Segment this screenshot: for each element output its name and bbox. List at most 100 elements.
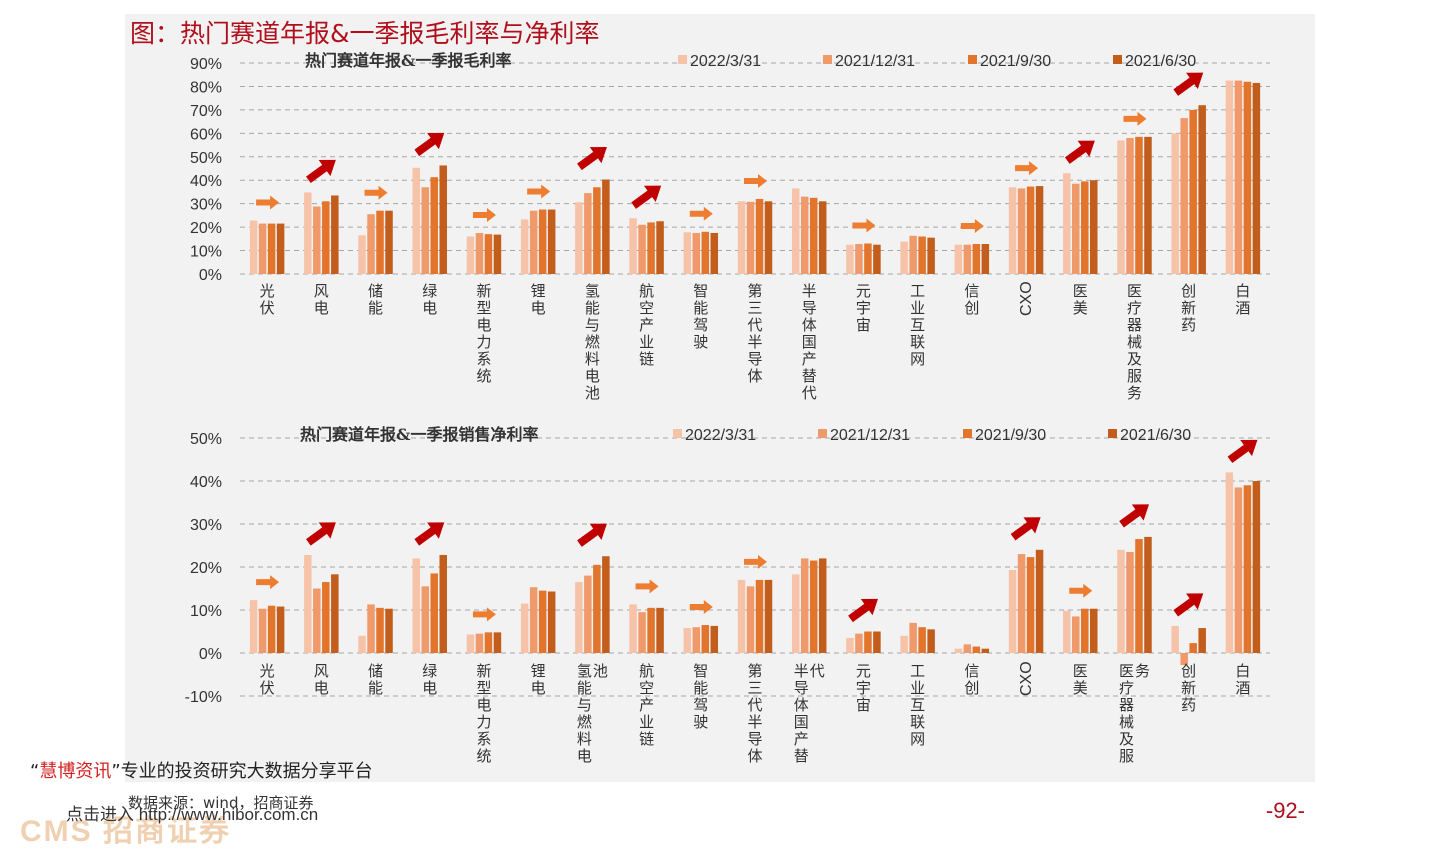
legend-swatch	[963, 429, 972, 438]
x-tick-label: 锂电	[531, 662, 546, 697]
bar	[638, 612, 646, 653]
x-tick-label: 锂电	[531, 282, 546, 317]
chart-panel	[125, 14, 1315, 782]
bar	[1081, 608, 1089, 653]
bar	[304, 554, 312, 653]
x-tick-label: 工业互联网	[910, 282, 925, 368]
bar	[701, 231, 710, 274]
bar	[520, 219, 529, 274]
bar	[421, 586, 429, 653]
trend-up-arrow	[306, 522, 336, 546]
trend-up-arrow	[631, 185, 662, 209]
bar	[755, 198, 764, 274]
bar	[737, 201, 746, 274]
data-source: 数据来源：wind，招商证券	[128, 794, 314, 812]
bar	[873, 631, 881, 653]
bar	[593, 187, 601, 274]
bar	[900, 635, 908, 653]
trend-up-arrow	[414, 132, 445, 157]
bar	[981, 648, 990, 653]
legend-label: 2021/6/30	[1120, 427, 1191, 444]
bar	[584, 575, 592, 653]
bar	[602, 556, 610, 653]
bar	[972, 243, 981, 274]
trend-up-arrow	[1119, 504, 1150, 528]
bar	[1017, 554, 1026, 653]
trend-up-arrow	[1173, 72, 1204, 96]
bar	[629, 604, 637, 653]
x-tick-label: 医美	[1073, 662, 1088, 697]
bar	[692, 232, 701, 274]
net-margin-chart: -10% 0% 10% 20% 30% 40% 50% 热门赛道年报&一季报销售净利率 2022…	[185, 425, 1270, 765]
bar	[466, 634, 475, 653]
x-tick-label: 智能驾驶	[693, 282, 708, 351]
y-tick-label: 10%	[190, 603, 222, 620]
bar	[701, 625, 710, 653]
bar	[331, 574, 339, 653]
bar	[647, 222, 655, 274]
bar	[1180, 118, 1188, 274]
legend-swatch	[673, 429, 682, 438]
watermark-link[interactable]: 点击进入 http://www.hibor.com.cn	[66, 805, 319, 824]
bar	[1090, 608, 1098, 653]
trend-up-arrow	[414, 522, 445, 546]
bar	[493, 234, 502, 274]
bar	[683, 628, 692, 653]
bar	[367, 604, 375, 653]
watermark-quote-open: “	[30, 761, 40, 782]
x-tick-label: CXO	[1018, 281, 1035, 316]
x-tick-label: 工业互联网	[910, 662, 925, 748]
bar	[412, 167, 420, 274]
bar	[575, 202, 583, 274]
bar	[1144, 136, 1152, 274]
trend-flat-arrow	[472, 207, 496, 222]
bar	[529, 210, 538, 274]
watermark-slogan: “慧博资讯”专业的投资研究大数据分享平台	[30, 757, 373, 783]
x-tick-label: 氢能与燃料电池	[585, 282, 600, 402]
bar	[538, 590, 547, 653]
x-tick-label: 储能	[368, 662, 383, 697]
bar	[466, 236, 475, 274]
bar	[1090, 180, 1098, 274]
bar	[358, 235, 366, 274]
legend-label: 2021/9/30	[975, 427, 1046, 444]
bar	[963, 244, 972, 274]
bar	[818, 558, 827, 653]
bar	[710, 232, 719, 274]
bar	[1144, 536, 1152, 653]
bar	[656, 221, 664, 274]
page-number: -92-	[1265, 798, 1305, 823]
x-tick-label: 风电	[314, 662, 329, 697]
gross-margin-chart: 0% 10% 20% 30% 40% 50% 60% 70% 80% 90% 热门赛道年报&一季报毛…	[190, 51, 1270, 402]
bar	[547, 209, 556, 274]
bar	[322, 582, 330, 653]
bar	[629, 218, 637, 274]
bar	[692, 627, 701, 653]
bar	[764, 201, 773, 274]
bar	[1252, 82, 1261, 274]
bar	[1171, 133, 1179, 274]
y-tick-label: 90%	[190, 56, 222, 73]
trend-flat-arrow	[256, 195, 280, 210]
legend-swatch	[823, 55, 832, 64]
y-tick-label: 40%	[190, 173, 222, 190]
bar	[1026, 186, 1035, 274]
watermark-quote-close: ”	[111, 761, 121, 782]
bar	[954, 648, 963, 653]
bar	[276, 606, 285, 653]
x-tick-label: 第三代半导体	[747, 662, 762, 765]
trend-up-arrow	[1227, 439, 1258, 464]
x-tick-label: 航空产业链	[639, 662, 654, 748]
bar	[1189, 643, 1197, 653]
trend-up-arrow	[1010, 517, 1041, 541]
bar	[1126, 551, 1134, 653]
x-tick-label: 智能驾驶	[693, 662, 708, 731]
bar	[755, 579, 764, 653]
chart-title: 热门赛道年报&一季报销售净利率	[300, 425, 538, 444]
bar	[647, 607, 655, 653]
legend-label: 2021/12/31	[835, 53, 915, 70]
bar	[683, 232, 692, 274]
bar	[855, 633, 863, 653]
bar	[358, 635, 366, 653]
trend-up-arrow	[306, 159, 336, 184]
